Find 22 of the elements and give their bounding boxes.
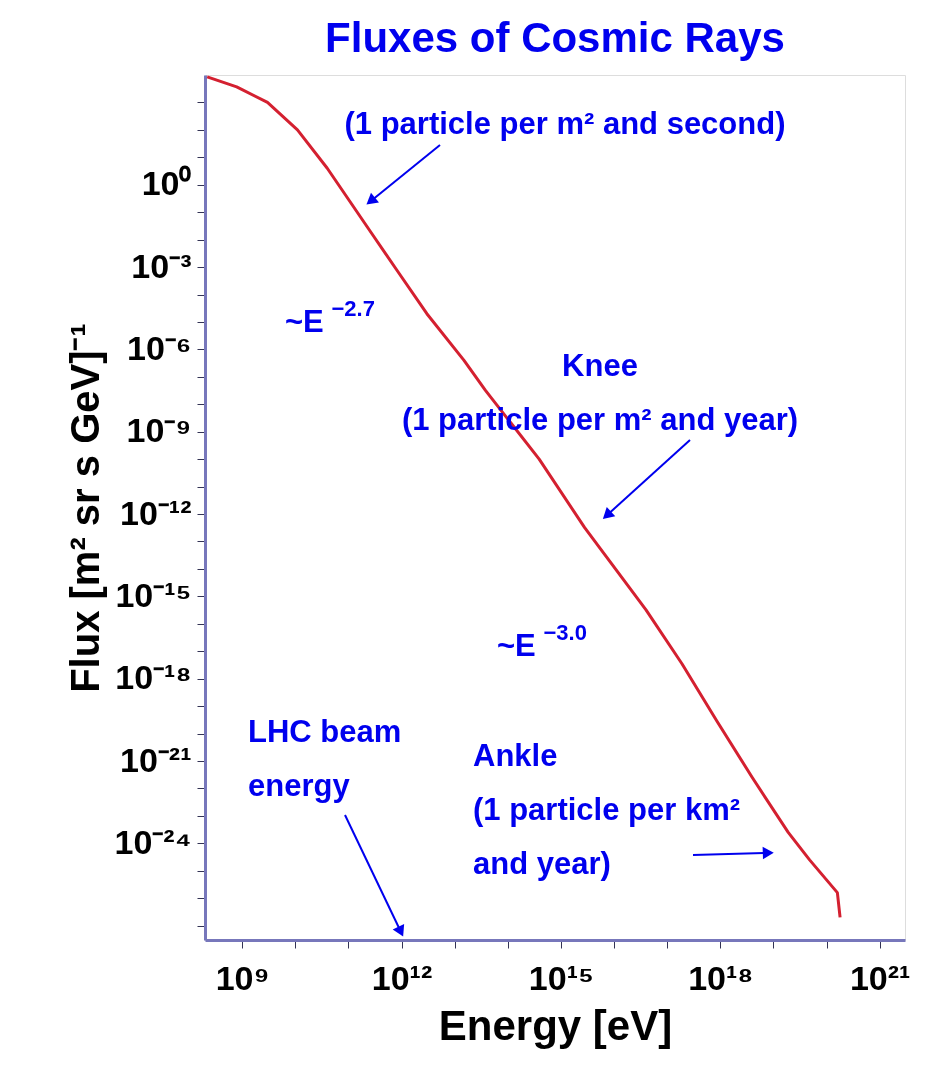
y-tick-label: 10⁰ bbox=[141, 164, 192, 203]
annotation: (1 particle per m² and second) bbox=[344, 106, 786, 141]
x-tick-label: 10²¹ bbox=[849, 958, 911, 997]
y-tick-label: 10⁻¹⁵ bbox=[115, 575, 192, 614]
y-tick-label: 10⁻⁶ bbox=[127, 328, 192, 367]
annotation: Ankle (1 particle per km² and year) bbox=[473, 738, 741, 881]
x-tick-label: 10¹⁵ bbox=[528, 958, 594, 997]
y-axis-title: Flux [m² sr s GeV]⁻¹ bbox=[62, 323, 107, 693]
y-tick-label: 10⁻¹² bbox=[120, 493, 192, 532]
x-axis-title: Energy [eV] bbox=[438, 1001, 673, 1049]
y-tick-label: 10⁻²⁴ bbox=[114, 822, 192, 861]
y-tick-label: 10⁻¹⁸ bbox=[115, 658, 192, 697]
x-tick-label: 10⁹ bbox=[215, 958, 270, 997]
annotation: ~E −2.7 bbox=[285, 296, 375, 339]
chart-title: Fluxes of Cosmic Rays bbox=[325, 14, 785, 61]
y-tick-label: 10⁻³ bbox=[131, 246, 192, 285]
x-tick-label: 10¹⁸ bbox=[688, 958, 754, 997]
annotation: ~E −3.0 bbox=[497, 620, 587, 663]
y-tick-label: 10⁻²¹ bbox=[120, 740, 192, 779]
y-tick-label: 10⁻⁹ bbox=[126, 411, 192, 450]
x-tick-label: 10¹² bbox=[371, 958, 433, 997]
annotation: LHC beam energy bbox=[248, 714, 402, 803]
